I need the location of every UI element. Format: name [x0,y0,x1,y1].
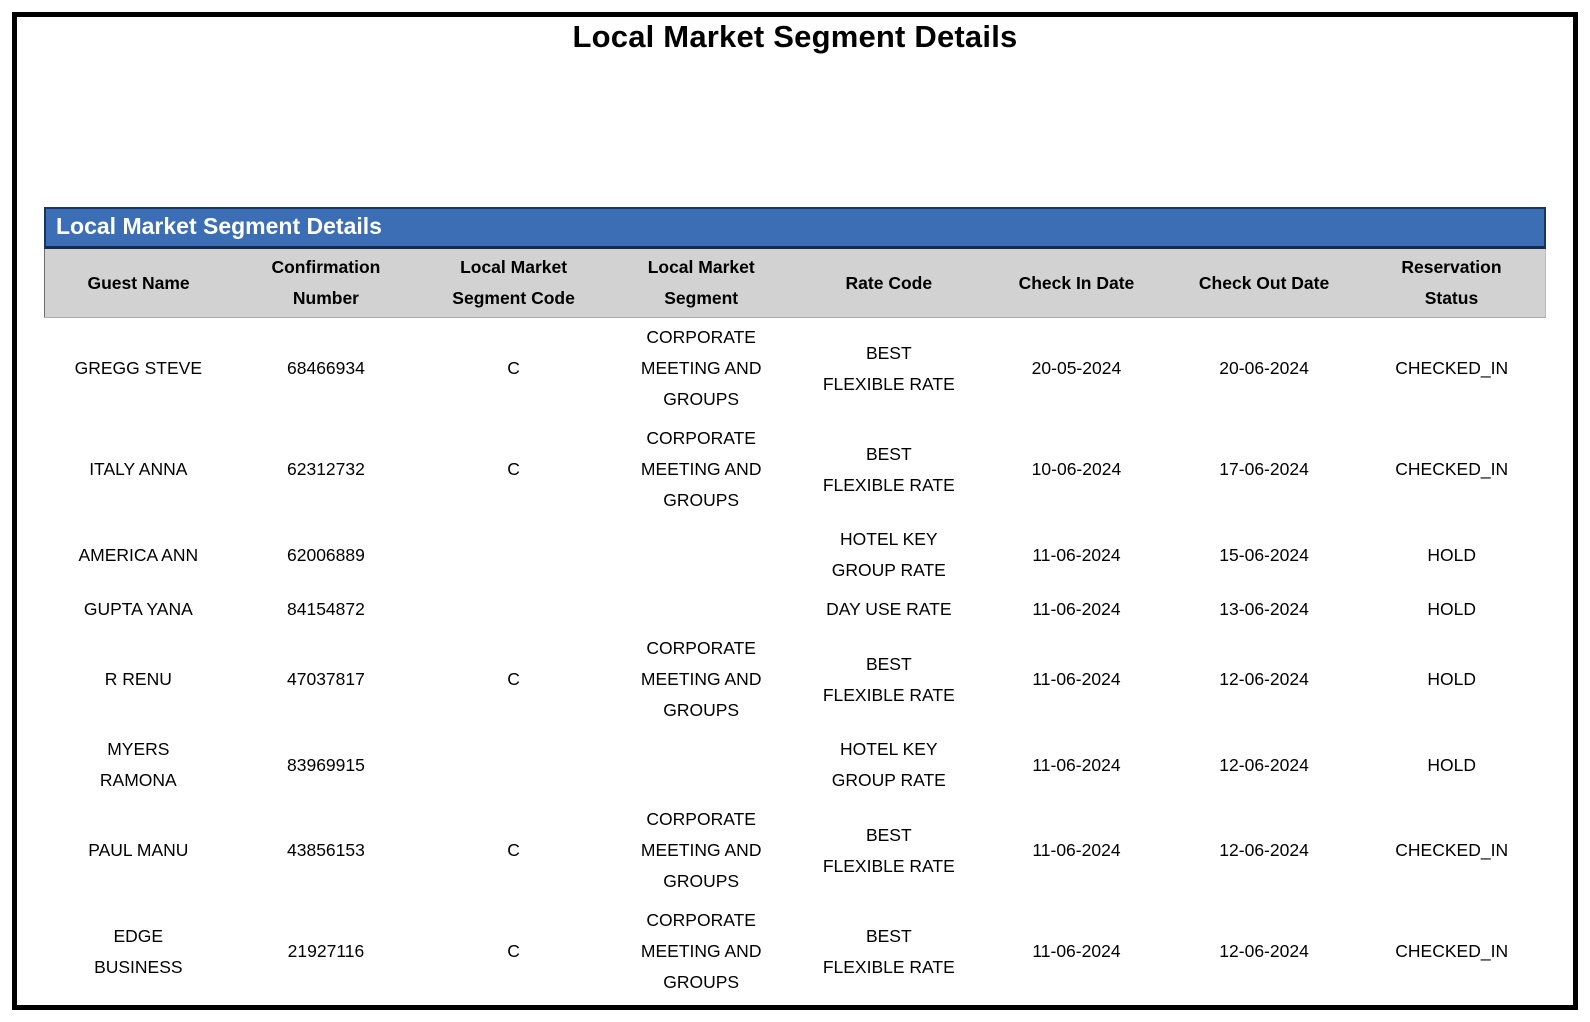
cell-rate_code: BEST FLEXIBLE RATE [795,317,983,419]
cell-check_in_date: 11-06-2024 [982,629,1171,730]
cell-local_market_segment_code: C [419,629,608,730]
table-row: ITALY ANNA 62312732 C CORPORATE MEETING AND… [44,419,1546,520]
cell-local_market_segment_code: C [419,419,608,520]
cell-reservation_status: HOLD [1357,730,1546,800]
table-row: MYERS RAMONA 83969915 HOTEL KEY GROUP RATE… [44,730,1546,800]
cell-confirmation_number: 68466934 [232,317,420,419]
column-header-row: Guest Name Confirmation Number Local Marke… [44,249,1546,318]
cell-check_in_date: 11-06-2024 [982,730,1171,800]
cell-check_in_date: 10-06-2024 [982,419,1171,520]
cell-confirmation_number: 62006889 [232,520,420,590]
cell-guest_name: PAUL MANU [44,800,233,901]
segment-details-table: Guest Name Confirmation Number Local Marke… [44,249,1546,1002]
cell-check_in_date: 11-06-2024 [982,901,1171,1002]
column-header-local_market_segment_code: Local Market Segment Code [419,249,608,318]
table-row: EDGE BUSINESS 21927116 C CORPORATE MEETING … [44,901,1546,1002]
cell-confirmation_number: 21927116 [232,901,420,1002]
cell-rate_code: BEST FLEXIBLE RATE [795,629,983,730]
cell-guest_name: MYERS RAMONA [44,730,233,800]
cell-reservation_status: CHECKED_IN [1357,901,1546,1002]
cell-reservation_status: HOLD [1357,520,1546,590]
cell-rate_code: HOTEL KEY GROUP RATE [795,520,983,590]
column-header-guest_name: Guest Name [44,249,233,318]
column-header-rate_code: Rate Code [795,249,983,318]
cell-check_in_date: 20-05-2024 [982,317,1171,419]
segment-details-report: Local Market Segment Details Guest Name C… [44,207,1546,1002]
cell-local_market_segment [607,590,795,629]
cell-confirmation_number: 84154872 [232,590,420,629]
cell-rate_code: HOTEL KEY GROUP RATE [795,730,983,800]
table-row: GUPTA YANA 84154872 DAY USE RATE 11-06-2024… [44,590,1546,629]
cell-check_out_date: 12-06-2024 [1170,629,1358,730]
cell-check_in_date: 11-06-2024 [982,590,1171,629]
cell-reservation_status: HOLD [1357,629,1546,730]
cell-check_out_date: 13-06-2024 [1170,590,1358,629]
cell-local_market_segment: CORPORATE MEETING AND GROUPS [607,317,795,419]
cell-reservation_status: CHECKED_IN [1357,800,1546,901]
cell-check_out_date: 12-06-2024 [1170,730,1358,800]
cell-guest_name: R RENU [44,629,233,730]
cell-rate_code: BEST FLEXIBLE RATE [795,419,983,520]
cell-guest_name: EDGE BUSINESS [44,901,233,1002]
table-row: GREGG STEVE 68466934 C CORPORATE MEETING AN… [44,317,1546,419]
column-header-confirmation_number: Confirmation Number [232,249,420,318]
cell-guest_name: AMERICA ANN [44,520,233,590]
cell-rate_code: BEST FLEXIBLE RATE [795,901,983,1002]
cell-rate_code: DAY USE RATE [795,590,983,629]
table-row: AMERICA ANN 62006889 HOTEL KEY GROUP RATE 1… [44,520,1546,590]
cell-local_market_segment_code: C [419,317,608,419]
table-row: PAUL MANU 43856153 C CORPORATE MEETING AND … [44,800,1546,901]
cell-check_out_date: 20-06-2024 [1170,317,1358,419]
cell-check_in_date: 11-06-2024 [982,520,1171,590]
cell-confirmation_number: 83969915 [232,730,420,800]
cell-local_market_segment_code [419,590,608,629]
cell-local_market_segment: CORPORATE MEETING AND GROUPS [607,419,795,520]
cell-local_market_segment_code [419,520,608,590]
column-header-check_out_date: Check Out Date [1170,249,1358,318]
cell-guest_name: GUPTA YANA [44,590,233,629]
cell-check_out_date: 15-06-2024 [1170,520,1358,590]
cell-confirmation_number: 47037817 [232,629,420,730]
cell-guest_name: ITALY ANNA [44,419,233,520]
table-row: R RENU 47037817 C CORPORATE MEETING AND GRO… [44,629,1546,730]
cell-check_out_date: 17-06-2024 [1170,419,1358,520]
column-header-check_in_date: Check In Date [982,249,1171,318]
cell-guest_name: GREGG STEVE [44,317,233,419]
cell-local_market_segment: CORPORATE MEETING AND GROUPS [607,629,795,730]
cell-local_market_segment_code: C [419,901,608,1002]
cell-reservation_status: HOLD [1357,590,1546,629]
cell-confirmation_number: 43856153 [232,800,420,901]
cell-check_out_date: 12-06-2024 [1170,800,1358,901]
cell-local_market_segment: CORPORATE MEETING AND GROUPS [607,901,795,1002]
table-body: GREGG STEVE 68466934 C CORPORATE MEETING AN… [44,317,1546,1002]
table-band-title: Local Market Segment Details [44,207,1546,249]
cell-local_market_segment_code: C [419,800,608,901]
cell-confirmation_number: 62312732 [232,419,420,520]
cell-local_market_segment [607,520,795,590]
cell-reservation_status: CHECKED_IN [1357,317,1546,419]
cell-local_market_segment_code [419,730,608,800]
cell-check_in_date: 11-06-2024 [982,800,1171,901]
cell-reservation_status: CHECKED_IN [1357,419,1546,520]
column-header-reservation_status: Reservation Status [1357,249,1546,318]
report-title: Local Market Segment Details [572,19,1018,54]
cell-local_market_segment: CORPORATE MEETING AND GROUPS [607,800,795,901]
cell-local_market_segment [607,730,795,800]
cell-check_out_date: 12-06-2024 [1170,901,1358,1002]
cell-rate_code: BEST FLEXIBLE RATE [795,800,983,901]
column-header-local_market_segment: Local Market Segment [607,249,795,318]
